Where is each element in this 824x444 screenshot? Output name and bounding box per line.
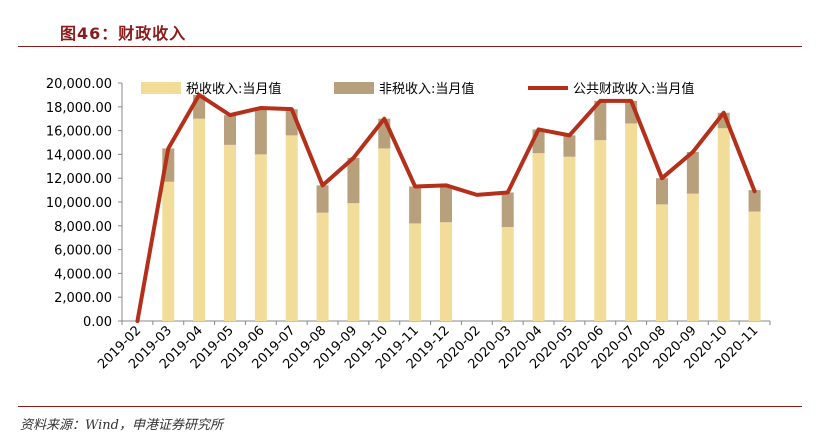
tax-revenue-bar xyxy=(748,211,761,321)
non-tax-revenue-bar xyxy=(254,107,267,155)
non-tax-revenue-bar xyxy=(440,185,452,223)
non-tax-revenue-bar xyxy=(563,135,576,157)
tax-revenue-bar xyxy=(501,226,514,321)
tax-revenue-bar xyxy=(224,144,236,321)
non-tax-revenue-bar xyxy=(347,157,360,204)
tax-revenue-bar xyxy=(686,193,699,321)
chart-legend: 税收收入:当月值 非税收入:当月值 公共财政收入:当月值 xyxy=(141,81,694,97)
chart-bars xyxy=(162,94,761,322)
tax-revenue-bar xyxy=(563,156,576,321)
non-tax-revenue-bar xyxy=(224,115,236,145)
figure-title: 图46：财政收入 xyxy=(60,24,187,43)
non-tax-revenue-bar xyxy=(656,178,668,205)
non-tax-revenue-bar xyxy=(594,100,607,141)
y-tick-label: 10,000.00 xyxy=(46,196,112,211)
y-tick-label: 0.00 xyxy=(83,315,112,330)
non-tax-revenue-bar xyxy=(409,186,422,224)
chart-line xyxy=(135,92,757,323)
y-tick-label: 12,000.00 xyxy=(46,172,112,187)
legend-non-tax-revenue-swatch xyxy=(334,82,374,94)
revenue-chart: 0.00 2,000.00 4,000.00 6,000.00 8,000.00 10,0… xyxy=(46,77,771,372)
bottom-divider xyxy=(18,406,802,407)
legend-non-tax-revenue-label: 非税收入:当月值 xyxy=(379,81,474,97)
y-tick-label: 2,000.00 xyxy=(54,291,112,306)
public-revenue-line xyxy=(135,92,757,323)
y-tick-label: 18,000.00 xyxy=(46,101,112,116)
tax-revenue-bar xyxy=(440,222,452,321)
y-tick-label: 20,000.00 xyxy=(46,77,112,92)
tax-revenue-bar xyxy=(717,128,730,321)
non-tax-revenue-bar xyxy=(686,152,699,194)
legend-public-revenue-label: 公共财政收入:当月值 xyxy=(573,81,694,97)
tax-revenue-bar xyxy=(656,204,668,321)
y-tick-label: 16,000.00 xyxy=(46,125,112,140)
y-tick-label: 8,000.00 xyxy=(54,220,112,235)
tax-revenue-bar xyxy=(378,148,391,321)
tax-revenue-bar xyxy=(594,140,607,321)
non-tax-revenue-bar xyxy=(501,192,514,227)
tax-revenue-bar xyxy=(625,123,638,322)
tax-revenue-bar xyxy=(285,135,298,321)
legend-tax-revenue-swatch xyxy=(141,82,181,94)
tax-revenue-bar xyxy=(409,223,422,321)
y-tick-label: 6,000.00 xyxy=(54,244,112,259)
tax-revenue-bar xyxy=(316,212,329,321)
tax-revenue-bar xyxy=(162,181,175,321)
source-note: 资料来源：Wind，申港证券研究所 xyxy=(20,418,223,433)
tax-revenue-bar xyxy=(193,118,206,321)
top-divider xyxy=(18,46,802,47)
non-tax-revenue-bar xyxy=(748,190,761,212)
tax-revenue-bar xyxy=(532,153,545,321)
non-tax-revenue-bar xyxy=(316,185,329,213)
tax-revenue-bar xyxy=(254,154,267,321)
y-tick-label: 4,000.00 xyxy=(54,267,112,282)
y-tick-label: 14,000.00 xyxy=(46,148,112,163)
tax-revenue-bar xyxy=(347,203,360,321)
legend-tax-revenue-label: 税收收入:当月值 xyxy=(186,81,281,97)
